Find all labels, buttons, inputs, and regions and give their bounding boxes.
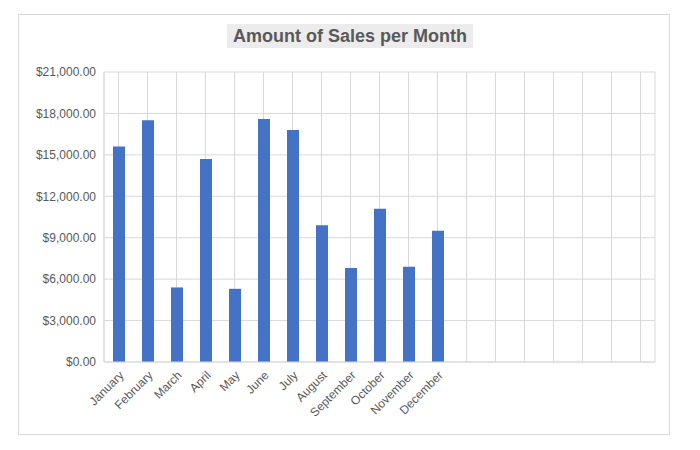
svg-text:$6,000.00: $6,000.00 (43, 272, 97, 286)
svg-text:November: November (367, 368, 417, 418)
svg-text:$12,000.00: $12,000.00 (36, 190, 96, 204)
svg-text:February: February (112, 368, 156, 412)
svg-text:August: August (293, 368, 330, 405)
svg-text:$15,000.00: $15,000.00 (36, 148, 96, 162)
html-text:Amount of Sales per Month: Amount of Sales per Month (233, 26, 467, 46)
svg-text:January: January (86, 368, 127, 409)
svg-text:$0.00: $0.00 (66, 355, 96, 369)
svg-text:June: June (243, 368, 272, 397)
svg-text:October: October (347, 368, 388, 409)
svg-text:$21,000.00: $21,000.00 (36, 65, 96, 79)
svg-text:March: March (151, 368, 184, 401)
svg-text:$3,000.00: $3,000.00 (43, 314, 97, 328)
svg-text:September: September (307, 368, 359, 420)
svg-text:December: December (397, 368, 446, 417)
svg-text:$9,000.00: $9,000.00 (43, 231, 97, 245)
svg-text:July: July (276, 368, 301, 393)
svg-text:May: May (217, 368, 243, 394)
svg-text:$18,000.00: $18,000.00 (36, 107, 96, 121)
svg-text:April: April (187, 368, 214, 395)
